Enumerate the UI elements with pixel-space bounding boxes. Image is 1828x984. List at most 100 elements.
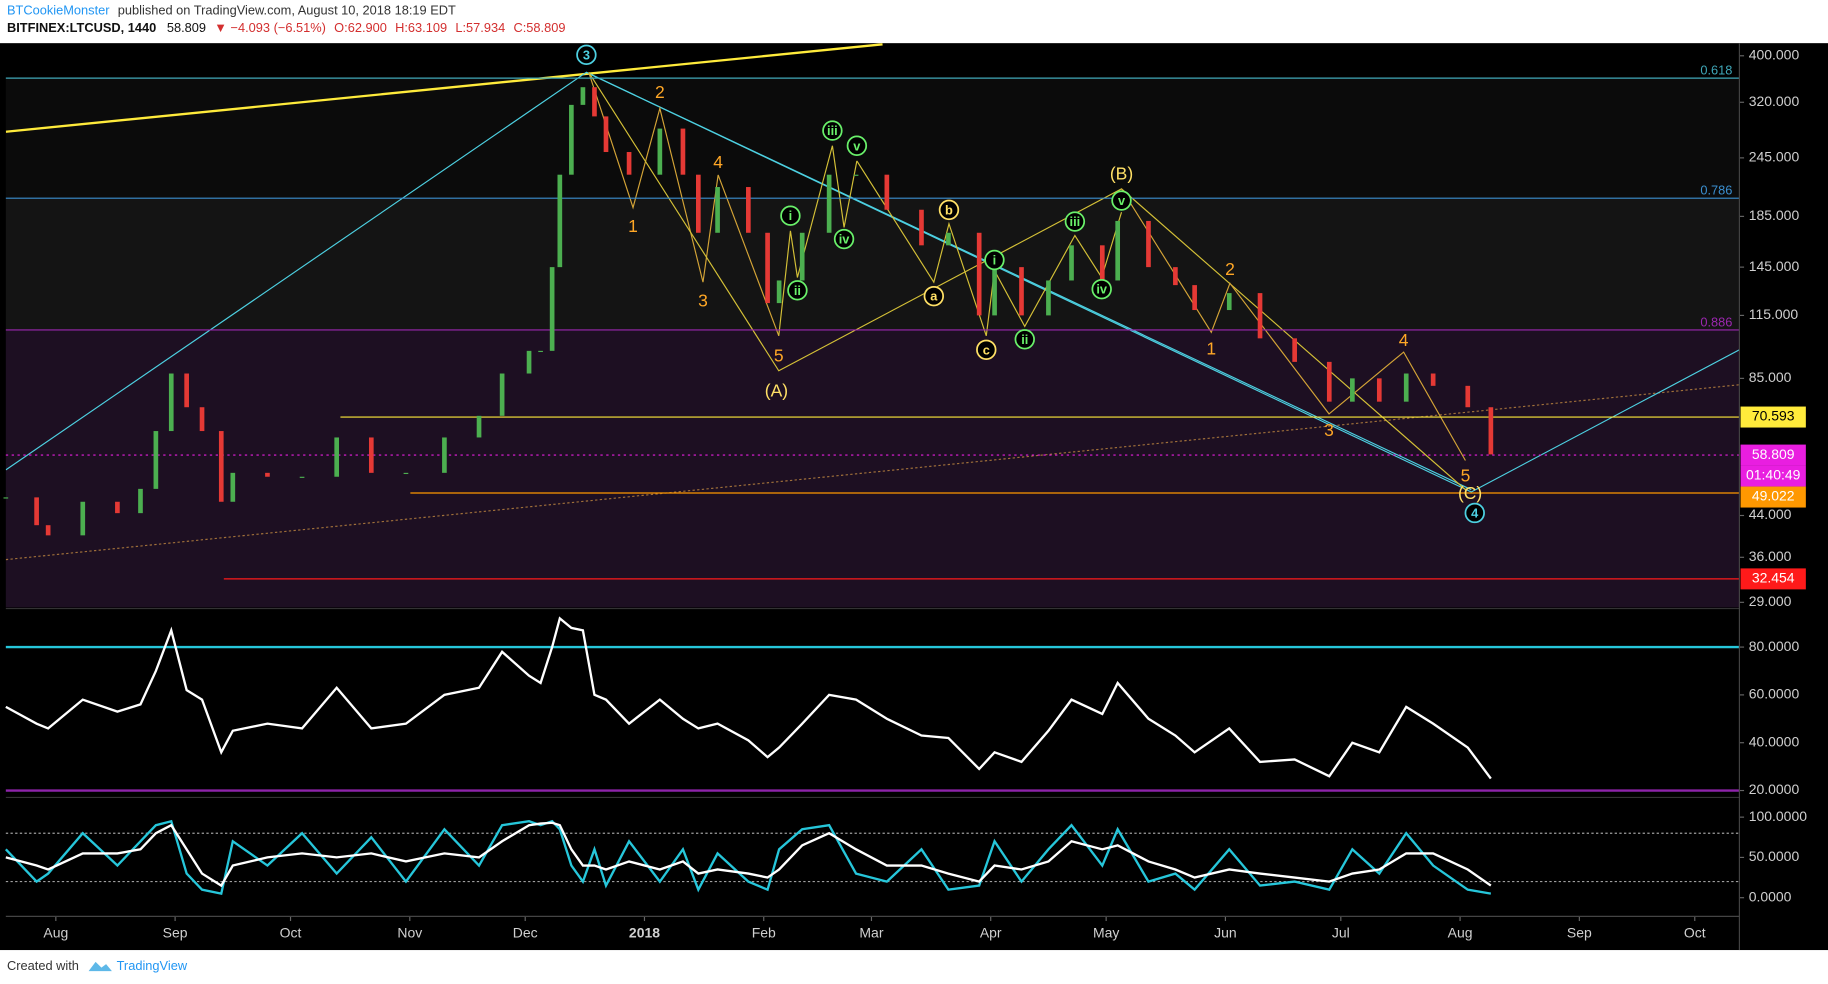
tv-logo[interactable] <box>88 961 112 972</box>
wave-label: 5 <box>774 345 784 365</box>
y-tick-label: 145.000 <box>1749 258 1800 274</box>
candle <box>696 174 701 233</box>
candle <box>403 472 409 475</box>
candle <box>715 187 720 233</box>
header-line: BTCookieMonster published on TradingView… <box>7 3 456 18</box>
fib-label: 0.618 <box>1700 63 1732 78</box>
wave-label: c <box>983 342 990 357</box>
candle <box>1069 245 1074 281</box>
wave-label: 4 <box>1471 506 1479 521</box>
x-tick-label: 2018 <box>629 925 660 941</box>
wave-label: ii <box>794 283 801 298</box>
wave-circle <box>923 285 945 307</box>
x-tick-label: Oct <box>1684 925 1706 941</box>
wave-label: ii <box>1021 332 1028 347</box>
wave-label: 3 <box>1324 420 1334 440</box>
candle <box>592 87 597 117</box>
y-tick-label: 44.000 <box>1749 506 1792 522</box>
wave-circle <box>787 280 808 301</box>
wave-circle <box>938 199 960 221</box>
close: C:58.809 <box>513 21 565 36</box>
price-label-bg <box>1740 486 1806 508</box>
symbol: BITFINEX:LTCUSD, 1440 <box>7 21 156 36</box>
footer-bg <box>0 950 1828 984</box>
fib-label: 0.786 <box>1700 183 1732 198</box>
wave-circle <box>576 44 597 66</box>
candle <box>334 437 340 477</box>
wave-label: (C) <box>1458 483 1482 503</box>
candle <box>299 476 305 478</box>
candle <box>1430 373 1436 386</box>
candle <box>826 174 832 233</box>
x-tick-label: Feb <box>752 925 776 941</box>
candle <box>557 174 563 268</box>
candle <box>34 497 39 526</box>
x-tick-label: Nov <box>397 925 422 941</box>
indicator-line <box>5 821 1492 888</box>
price-label-bg <box>1740 406 1806 428</box>
countdown: 01:40:49 <box>1746 467 1801 483</box>
wave-circle <box>822 120 843 141</box>
candle <box>184 373 189 408</box>
wave-label: 2 <box>1225 259 1235 279</box>
candle <box>680 128 686 175</box>
wave-circle <box>846 135 868 156</box>
candle <box>799 232 805 281</box>
author[interactable]: BTCookieMonster <box>7 3 110 18</box>
wave-circle <box>1064 211 1086 232</box>
candle <box>549 267 555 351</box>
fib-zone <box>5 78 1740 199</box>
footer-brand[interactable]: TradingView <box>117 958 188 973</box>
candle <box>1115 220 1121 281</box>
x-tick-label: Mar <box>859 925 883 941</box>
fib-bands <box>5 78 1740 608</box>
y-tick-label: 40.0000 <box>1749 733 1800 749</box>
candle <box>853 174 859 176</box>
candle <box>526 350 532 374</box>
countdown-bg <box>1740 465 1806 487</box>
candle <box>3 497 9 499</box>
y-tick-label: 60.0000 <box>1749 686 1800 702</box>
x-tick-label: Jul <box>1332 925 1350 941</box>
candle <box>626 152 632 175</box>
candle <box>976 232 982 316</box>
published: published on TradingView.com, August 10,… <box>118 3 456 18</box>
y-tick-label: 50.0000 <box>1749 848 1800 864</box>
y-tick-label: 0.0000 <box>1749 888 1792 904</box>
candle <box>138 488 143 514</box>
candle <box>168 373 174 432</box>
wave-line <box>856 160 987 336</box>
wave-circle <box>984 249 1005 271</box>
wave-circle <box>780 205 801 226</box>
x-tick-label: Jun <box>1214 925 1237 941</box>
wave-line <box>5 71 1740 493</box>
wave-circle <box>833 228 855 250</box>
y-tick-label: 400.000 <box>1749 46 1800 62</box>
candle <box>1488 407 1494 455</box>
open: O:62.900 <box>334 21 387 36</box>
trend-line <box>5 43 883 133</box>
wave-label: 1 <box>628 216 638 236</box>
wave-label: 5 <box>1461 465 1471 485</box>
candle <box>1350 378 1355 402</box>
wave-label: iv <box>1096 282 1108 297</box>
last: 58.809 <box>167 21 206 36</box>
candle <box>80 501 86 536</box>
wave-label: 1 <box>1206 338 1216 358</box>
high: H:63.109 <box>395 21 447 36</box>
price-label: 49.022 <box>1752 488 1795 504</box>
price-label-bg <box>1740 568 1806 590</box>
candle <box>884 174 890 210</box>
wave-label: iii <box>1070 214 1081 229</box>
candle <box>1192 285 1197 311</box>
wave-circle <box>976 339 997 360</box>
wave-circle <box>1014 329 1035 350</box>
x-tick-label: May <box>1093 925 1119 941</box>
wave-line <box>778 145 858 336</box>
plot: Aug Sep Oct Nov Dec 2018 Feb Mar Apr May Jun Jul Aug… <box>3 44 1807 941</box>
candle <box>1099 245 1105 281</box>
wave-circle <box>1091 278 1112 300</box>
y-tick-label: 29.000 <box>1749 593 1792 609</box>
